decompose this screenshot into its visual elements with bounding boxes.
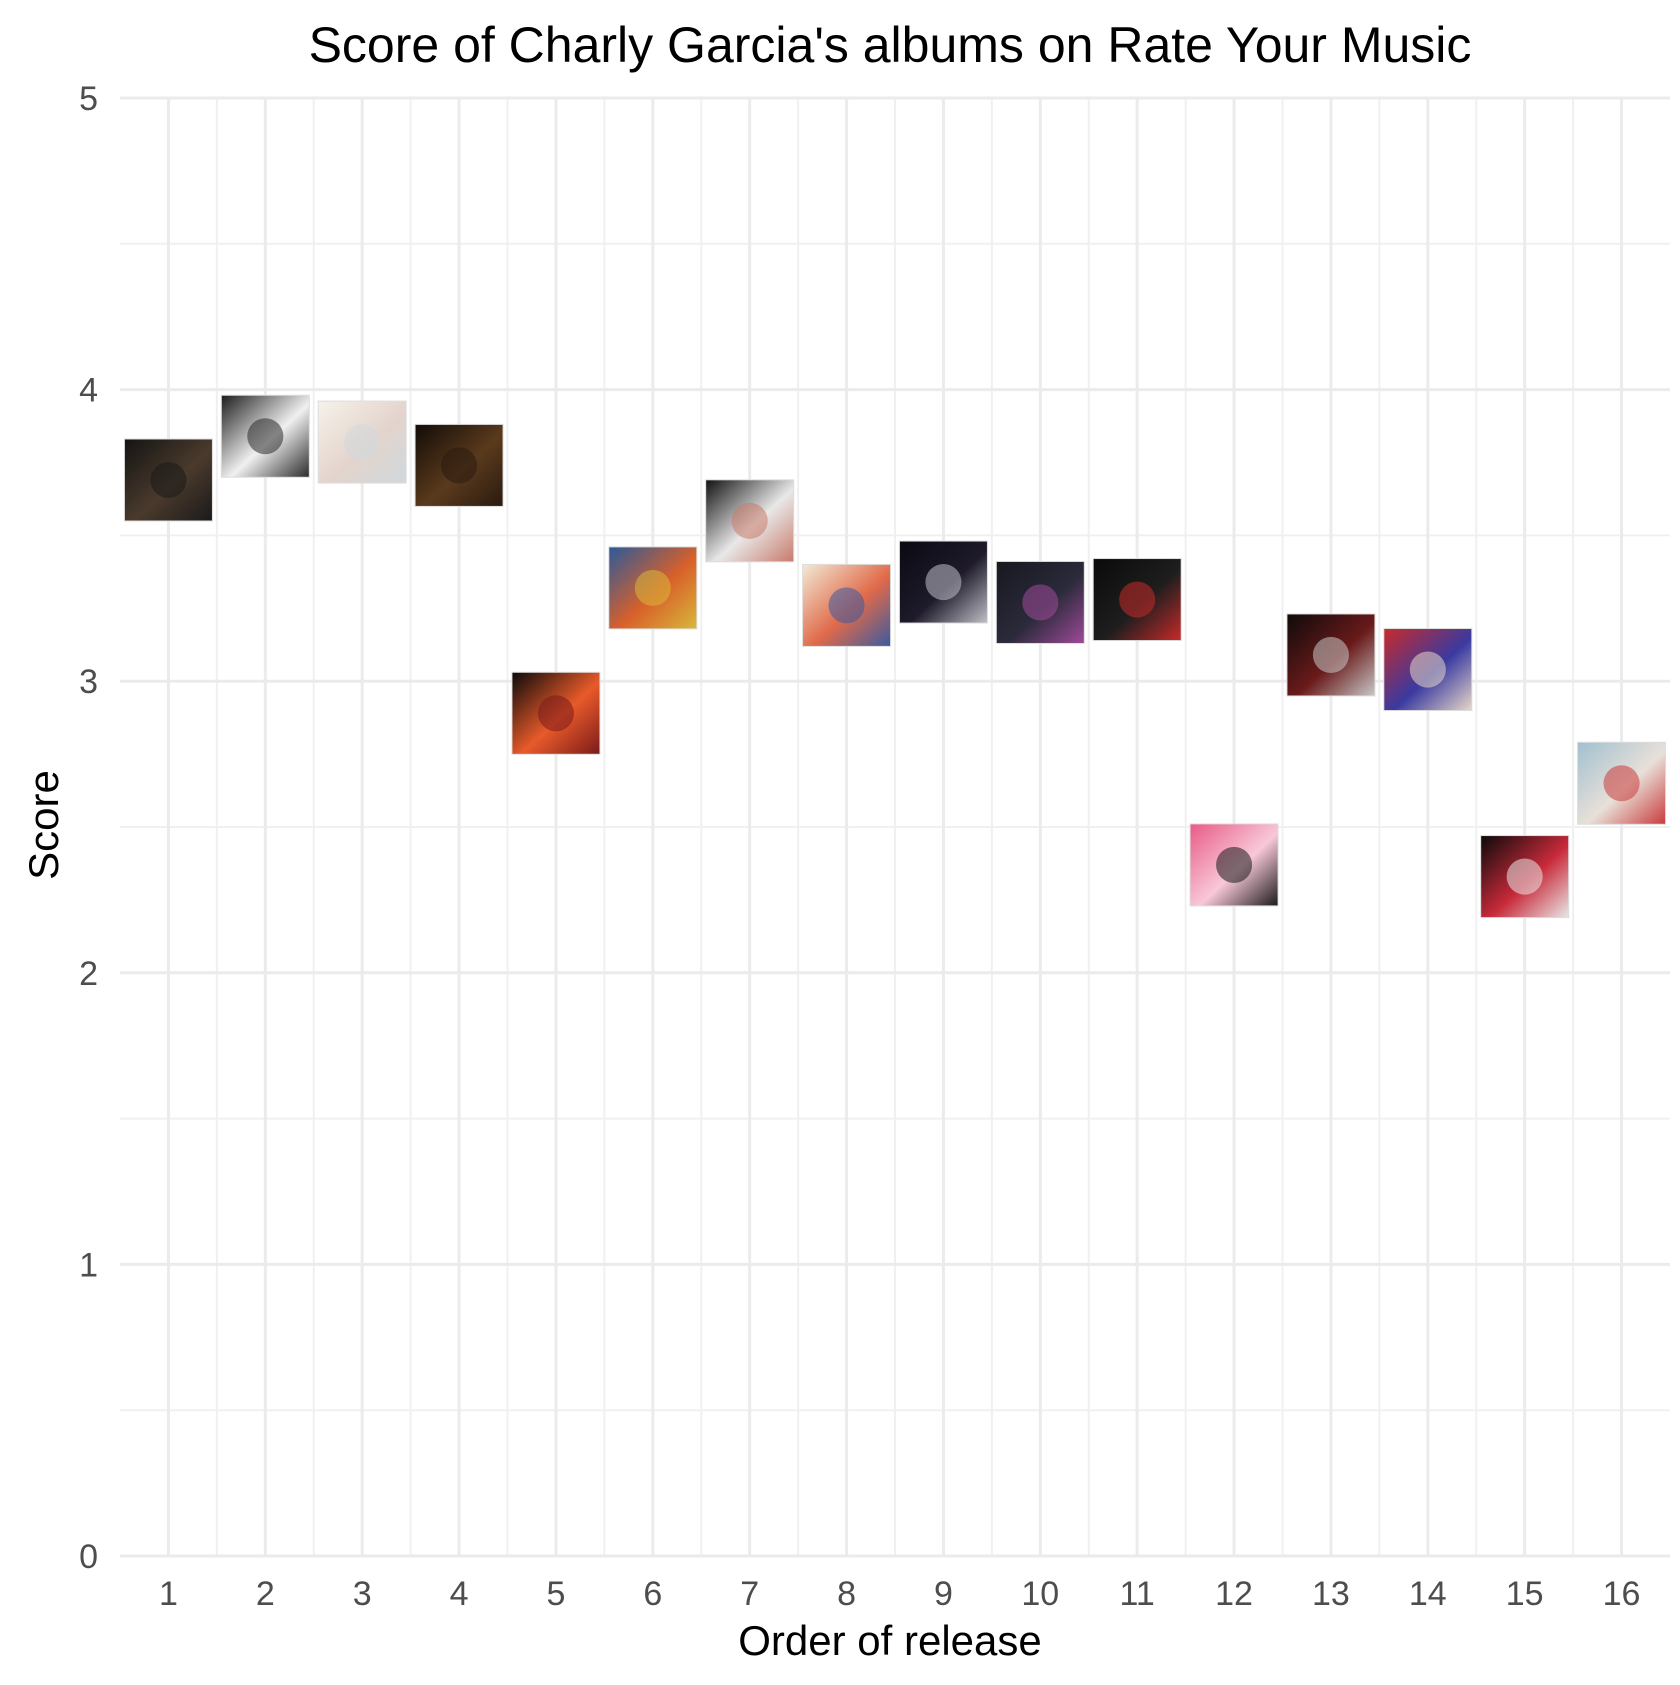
y-axis-title: Score bbox=[20, 770, 67, 880]
album-cover-border bbox=[705, 479, 795, 563]
x-tick-label: 14 bbox=[1409, 1575, 1447, 1613]
album-cover-detail bbox=[1506, 858, 1543, 895]
album-cover-point bbox=[220, 394, 310, 478]
album-cover-border bbox=[1480, 835, 1570, 919]
x-tick-label: 5 bbox=[546, 1575, 565, 1613]
album-cover-border bbox=[123, 438, 213, 522]
x-tick-label: 7 bbox=[740, 1575, 759, 1613]
album-cover-detail bbox=[247, 418, 284, 455]
y-tick-label: 3 bbox=[79, 663, 98, 701]
album-cover-point bbox=[414, 423, 504, 507]
album-cover-detail bbox=[1312, 636, 1349, 673]
album-cover-detail bbox=[344, 424, 381, 461]
y-tick-label: 4 bbox=[79, 372, 98, 410]
album-cover-detail bbox=[441, 447, 478, 484]
album-cover-detail bbox=[1022, 584, 1059, 621]
x-tick-label: 4 bbox=[450, 1575, 469, 1613]
x-tick-label: 16 bbox=[1603, 1575, 1641, 1613]
album-cover-point bbox=[317, 400, 407, 484]
x-tick-label: 3 bbox=[353, 1575, 372, 1613]
album-cover-border bbox=[608, 546, 698, 630]
x-tick-label: 9 bbox=[934, 1575, 953, 1613]
x-tick-label: 12 bbox=[1215, 1575, 1253, 1613]
album-cover-border bbox=[995, 560, 1085, 644]
album-cover-detail bbox=[150, 461, 187, 499]
x-tick-label: 11 bbox=[1120, 1575, 1155, 1613]
x-tick-label: 1 bbox=[159, 1575, 178, 1613]
album-cover-border bbox=[1092, 558, 1182, 642]
album-cover-point bbox=[1383, 628, 1473, 712]
album-points bbox=[123, 394, 1667, 919]
x-tick-label: 6 bbox=[643, 1575, 662, 1613]
grid-lines bbox=[120, 96, 1670, 1558]
album-cover-detail bbox=[925, 564, 962, 601]
album-cover-border bbox=[1286, 613, 1376, 697]
album-cover-border bbox=[802, 563, 892, 647]
album-cover-border bbox=[414, 423, 504, 507]
x-tick-label: 10 bbox=[1021, 1575, 1059, 1613]
album-cover-detail bbox=[1603, 765, 1640, 802]
album-cover-border bbox=[511, 671, 601, 755]
x-tick-label: 13 bbox=[1312, 1575, 1350, 1613]
x-tick-label: 2 bbox=[256, 1575, 275, 1613]
album-cover-border bbox=[898, 540, 988, 624]
album-cover-detail bbox=[634, 569, 671, 606]
album-cover-border bbox=[1189, 823, 1279, 907]
x-tick-label: 8 bbox=[837, 1575, 856, 1613]
album-cover-point bbox=[705, 479, 795, 563]
album-cover-point bbox=[1480, 835, 1570, 919]
album-cover-detail bbox=[731, 502, 768, 539]
y-tick-label: 1 bbox=[79, 1246, 98, 1284]
album-cover-detail bbox=[828, 587, 865, 624]
album-cover-detail bbox=[1409, 651, 1446, 688]
album-cover-border bbox=[1383, 628, 1473, 712]
y-tick-label: 0 bbox=[79, 1538, 98, 1576]
album-cover-point bbox=[1189, 823, 1279, 907]
album-cover-point bbox=[123, 438, 213, 522]
album-cover-point bbox=[608, 546, 698, 630]
album-cover-detail bbox=[1119, 581, 1156, 618]
album-cover-border bbox=[317, 400, 407, 484]
album-cover-point bbox=[802, 563, 892, 647]
y-tick-label: 5 bbox=[79, 80, 98, 118]
album-cover-detail bbox=[537, 695, 574, 732]
chart-title: Score of Charly Garcia's albums on Rate … bbox=[309, 17, 1472, 73]
x-axis-title: Order of release bbox=[738, 1617, 1041, 1664]
album-cover-detail bbox=[1216, 846, 1253, 883]
album-cover-point bbox=[511, 671, 601, 755]
album-cover-point bbox=[1092, 558, 1182, 642]
album-cover-border bbox=[1577, 741, 1667, 825]
x-tick-label: 15 bbox=[1506, 1575, 1544, 1613]
album-cover-point bbox=[1577, 741, 1667, 825]
album-cover-point bbox=[898, 540, 988, 624]
album-cover-border bbox=[220, 394, 310, 478]
album-cover-point bbox=[995, 560, 1085, 644]
album-cover-point bbox=[1286, 613, 1376, 697]
y-tick-label: 2 bbox=[79, 955, 98, 993]
